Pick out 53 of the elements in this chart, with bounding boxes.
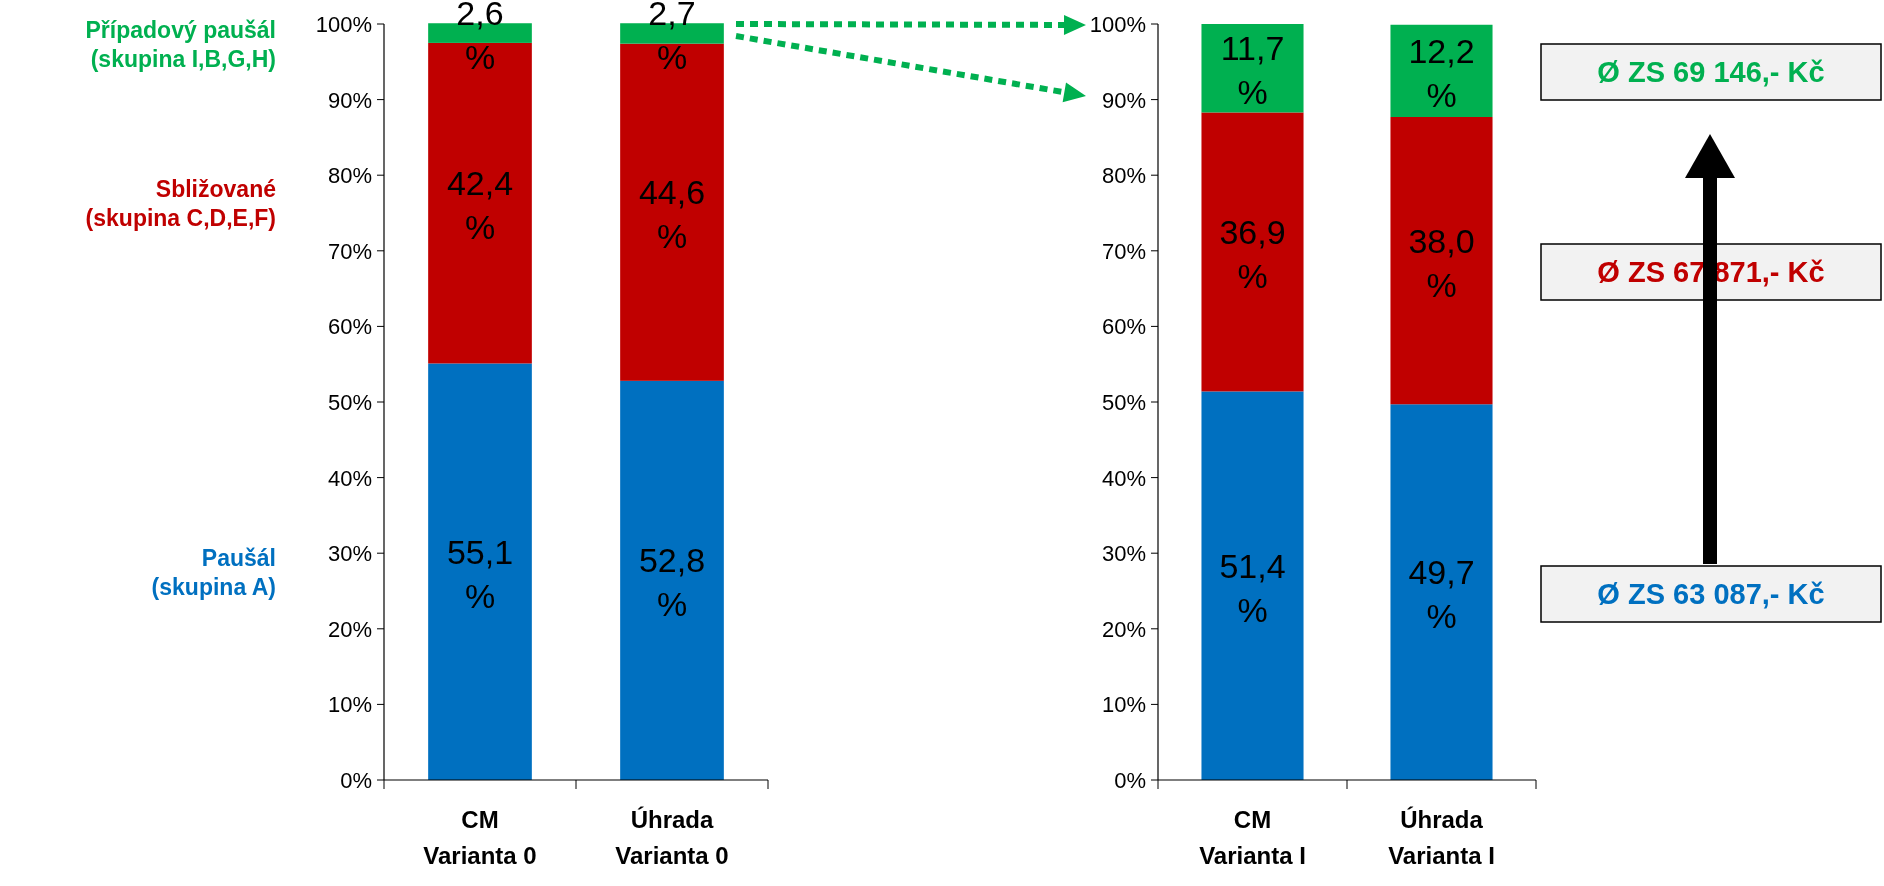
bar [1201, 112, 1304, 392]
data-label: 11,7 % [1220, 29, 1285, 112]
data-label: 12,2 % [1408, 31, 1475, 114]
y-tick-label: 90% [327, 87, 372, 113]
x-tick-label: CM Varianta 0 [423, 806, 537, 869]
text: Ø ZS 69 146,- Kč [1597, 56, 1825, 88]
x-tick-label: CM Varianta I [1199, 806, 1306, 869]
y-tick-label: 100% [1089, 12, 1146, 37]
y-tick-label: 50% [327, 390, 372, 415]
y-tick-label: 70% [327, 238, 372, 264]
y-tick-label: 80% [327, 163, 372, 189]
data-label: 42,4 % [446, 164, 514, 247]
y-tick-label: 10% [1101, 692, 1146, 718]
data-label: 52,8 % [638, 541, 706, 624]
data-label: 55,1 % [446, 532, 514, 615]
bar [428, 363, 532, 780]
y-tick-label: 80% [1101, 163, 1146, 189]
bar [1390, 116, 1493, 405]
bar [1201, 24, 1304, 113]
text: Případový paušál (skupina I,B,G,H) [85, 17, 276, 72]
text: Ø ZS 63 087,- Kč [1597, 578, 1825, 610]
y-tick-label: 20% [327, 616, 372, 642]
bar [620, 380, 724, 780]
y-tick-label: 90% [1101, 87, 1146, 113]
data-label: 49,7 % [1408, 553, 1475, 636]
data-label: 51,4 % [1219, 546, 1286, 629]
bar [620, 43, 724, 381]
y-tick-label: 60% [1101, 314, 1146, 340]
y-tick-label: 30% [1101, 541, 1146, 567]
bar [428, 42, 532, 364]
y-tick-label: 0% [340, 768, 372, 793]
bar [1390, 24, 1493, 117]
data-label: 36,9 % [1219, 212, 1286, 295]
y-tick-label: 70% [1101, 238, 1146, 264]
x-tick-label: Úhrada Varianta I [1388, 806, 1495, 869]
data-label: 2,7 % [648, 0, 696, 77]
y-tick-label: 60% [327, 314, 372, 340]
data-label: 38,0 % [1408, 221, 1475, 304]
data-label: 44,6 % [638, 173, 706, 256]
y-tick-label: 10% [327, 692, 372, 718]
y-tick-label: 20% [1101, 616, 1146, 642]
y-tick-label: 40% [327, 465, 372, 491]
y-tick-label: 30% [327, 541, 372, 567]
x-tick-label: Úhrada Varianta 0 [615, 806, 729, 869]
y-tick-label: 100% [315, 12, 372, 37]
bar [1201, 391, 1304, 780]
text: Paušál (skupina A) [151, 544, 276, 600]
y-tick-label: 40% [1101, 465, 1146, 491]
text: Sbližované (skupina C,D,E,F) [85, 176, 276, 232]
data-label: 2,6 % [456, 0, 504, 77]
y-tick-label: 0% [1114, 768, 1146, 793]
bar [1390, 404, 1493, 780]
y-tick-label: 50% [1101, 390, 1146, 415]
